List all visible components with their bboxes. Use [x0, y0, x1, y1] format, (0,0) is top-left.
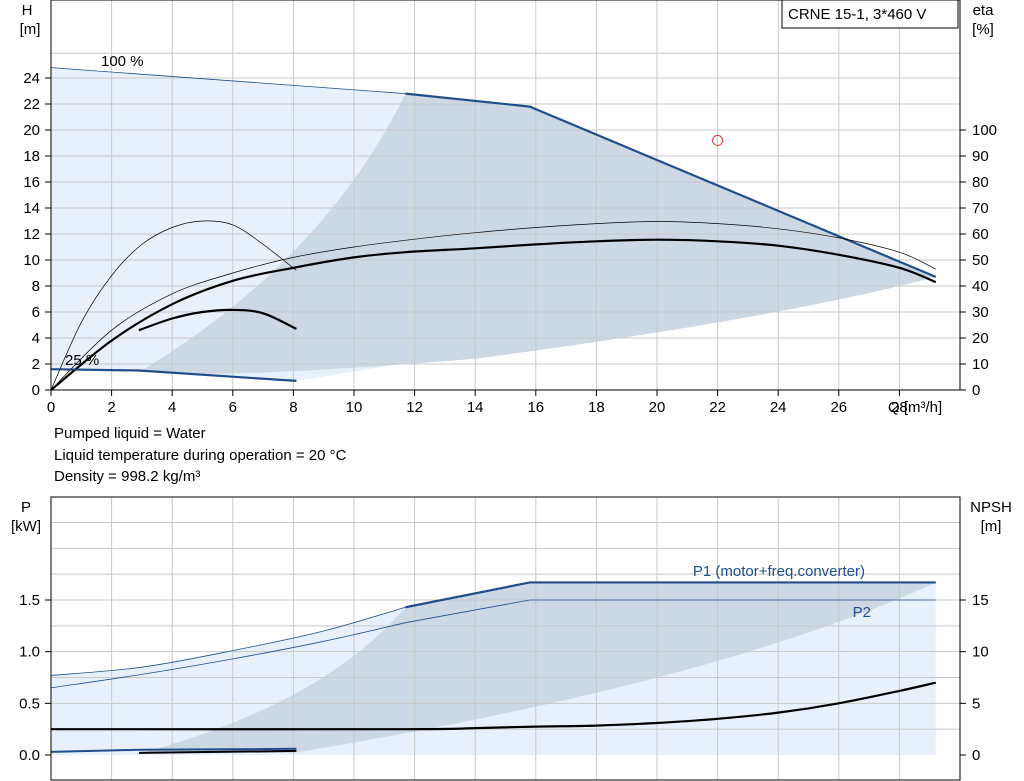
- y-tick-label: 8: [32, 278, 40, 295]
- y2-tick-label: 20: [972, 330, 989, 347]
- x-tick-label: 22: [709, 399, 726, 416]
- y-tick-label: 22: [23, 96, 40, 113]
- x-tick-label: 12: [406, 399, 423, 416]
- y2-tick-label: 70: [972, 200, 989, 217]
- p-tick-label: 1.5: [19, 592, 40, 609]
- y-tick-label: 14: [23, 200, 40, 217]
- model-label: CRNE 15-1, 3*460 V: [788, 6, 926, 23]
- y-tick-label: 20: [23, 122, 40, 139]
- p-tick-label: 0.5: [19, 695, 40, 712]
- y2-tick-label: 50: [972, 252, 989, 269]
- y-tick-label: 4: [32, 330, 40, 347]
- curves-top: [50, 67, 937, 391]
- curves-bottom: [50, 581, 937, 754]
- p-tick-label: 0.0: [19, 747, 40, 764]
- series-line-top-1: [405, 92, 937, 278]
- plot-frame-top: [50, 0, 961, 391]
- liquid-info-line1: Pumped liquid = Water: [54, 425, 206, 442]
- model-label-box: [781, 0, 959, 29]
- series-line-h25-extension: [50, 368, 139, 371]
- series-line-bottom-0: [50, 582, 936, 676]
- series-line-bottom-3: [138, 749, 297, 754]
- legend-p1: P1 (motor+freq.converter): [693, 563, 865, 580]
- y2-axis-unit-eta: [%]: [972, 21, 994, 38]
- x-tick-label: 4: [168, 399, 176, 416]
- y2-tick-label: 90: [972, 148, 989, 165]
- x-tick-label: 28: [891, 399, 908, 416]
- y-tick-label: 6: [32, 304, 40, 321]
- y-tick-label: 12: [23, 226, 40, 243]
- x-tick-label: 18: [588, 399, 605, 416]
- x-tick-label: 16: [527, 399, 544, 416]
- axis-ticks: 0 2 4 6 8 10 12 14 16 18 20 22 24 26 28024681012141618…: [19, 70, 997, 764]
- y2-tick-label: 80: [972, 174, 989, 191]
- npsh-tick-label: 10: [972, 644, 989, 661]
- x-tick-label: 0: [47, 399, 55, 416]
- y-tick-label: 0: [32, 382, 40, 399]
- liquid-info-line2: Liquid temperature during operation = 20…: [54, 447, 347, 464]
- y2-tick-label: 30: [972, 304, 989, 321]
- x-axis-title-q: Q [m³/h]: [888, 399, 942, 416]
- series-line-bottom-2: [50, 747, 297, 753]
- x-tick-label: 6: [229, 399, 237, 416]
- y2-axis-title-eta: eta: [973, 2, 995, 19]
- x-tick-label: 24: [770, 399, 787, 416]
- npsh-tick-label: 0: [972, 747, 980, 764]
- y2-tick-label: 100: [972, 122, 997, 139]
- y-axis-title-h: H: [22, 2, 33, 19]
- y-tick-label: 18: [23, 148, 40, 165]
- npsh-tick-label: 5: [972, 695, 980, 712]
- y-tick-label: 16: [23, 174, 40, 191]
- speed-label-25: 25 %: [65, 352, 99, 369]
- y2-axis-unit-npsh: [m]: [981, 518, 1002, 535]
- y2-tick-label: 40: [972, 278, 989, 295]
- speed-label-100: 100 %: [101, 53, 144, 70]
- y-tick-label: 24: [23, 70, 40, 87]
- y-tick-label: 10: [23, 252, 40, 269]
- plot-frame-bottom: [50, 496, 961, 781]
- x-tick-label: 14: [467, 399, 484, 416]
- series-line-top-4: [50, 221, 936, 391]
- region-shade-bottom: [141, 582, 936, 753]
- operating-regions-top: [51, 67, 936, 381]
- duty-point-marker: [712, 134, 724, 146]
- y2-tick-label: 0: [972, 382, 980, 399]
- y-axis-unit-p: [kW]: [11, 518, 41, 535]
- liquid-info-line3: Density = 998.2 kg/m³: [54, 468, 201, 485]
- series-line-top-6: [50, 220, 297, 391]
- y-axis-unit-h: [m]: [20, 21, 41, 38]
- npsh-tick-label: 15: [972, 592, 989, 609]
- y2-tick-label: 60: [972, 226, 989, 243]
- series-line-bottom-1: [50, 599, 936, 689]
- series-line-p1-operating: [405, 581, 936, 609]
- x-tick-label: 8: [289, 399, 297, 416]
- x-tick-label: 2: [107, 399, 115, 416]
- x-tick-label: 10: [346, 399, 363, 416]
- p-tick-label: 1.0: [19, 644, 40, 661]
- x-tick-label: 26: [830, 399, 847, 416]
- series-line-top-5: [138, 308, 297, 332]
- y2-axis-title-npsh: NPSH: [970, 499, 1012, 516]
- series-line-eta-extension: [50, 251, 406, 391]
- y-axis-title-p: P: [21, 499, 31, 516]
- legend-p2: P2: [853, 604, 871, 621]
- grid-top: [51, 0, 960, 390]
- x-tick-label: 20: [649, 399, 666, 416]
- series-line-top-0: [50, 67, 406, 94]
- y2-tick-label: 10: [972, 356, 989, 373]
- y-tick-label: 2: [32, 356, 40, 373]
